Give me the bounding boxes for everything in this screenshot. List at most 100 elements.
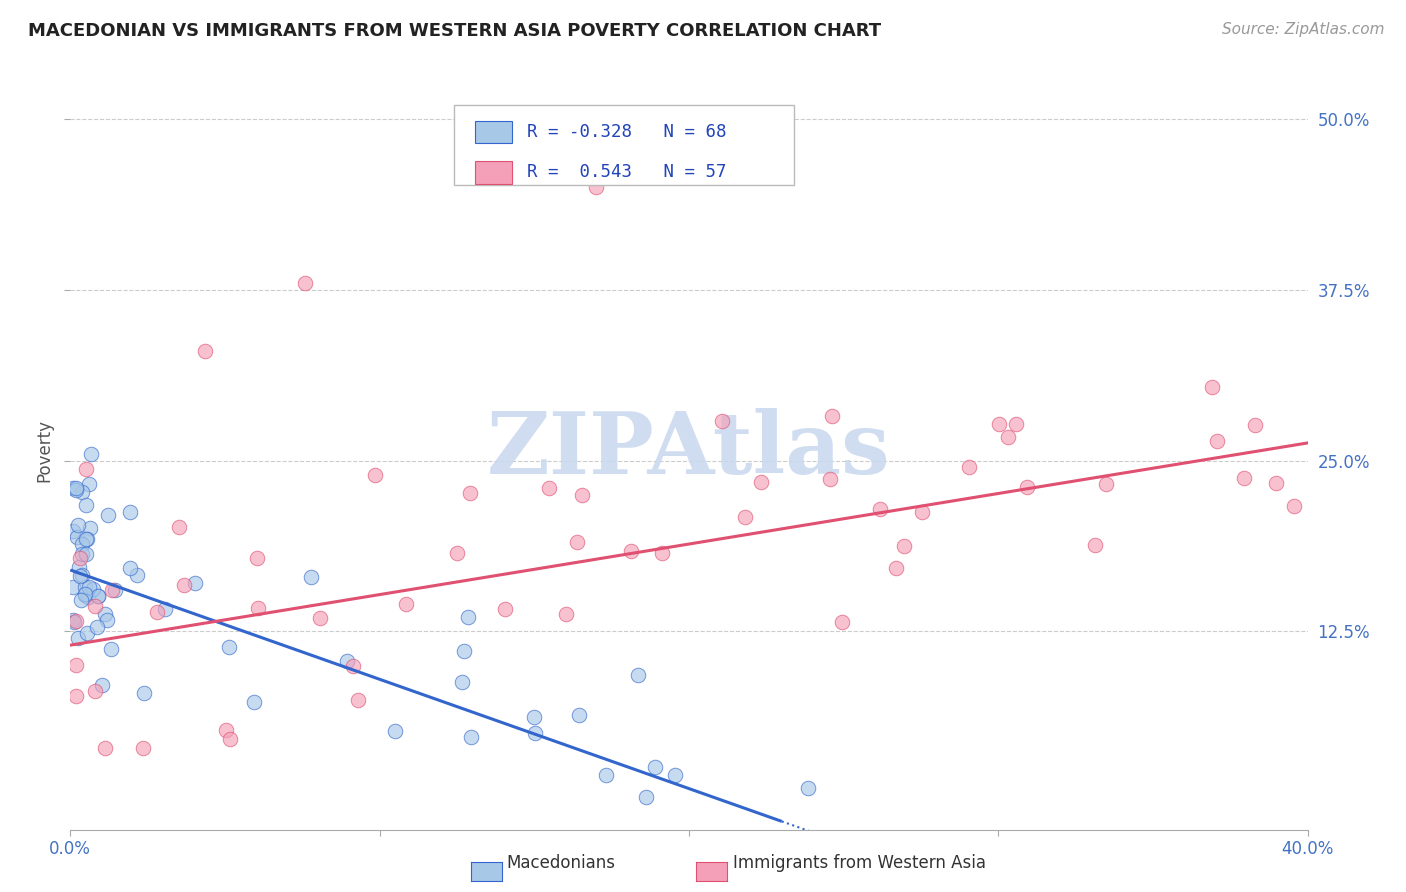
- Point: [636, 789, 658, 804]
- Bar: [475, 161, 512, 184]
- Bar: [475, 120, 512, 144]
- Point: [76, 590, 98, 604]
- Point: [347, 693, 370, 707]
- Point: [218, 732, 240, 747]
- Point: [86, 589, 108, 603]
- Point: [75, 498, 97, 512]
- Point: [70, 567, 93, 582]
- Point: [1005, 417, 1028, 432]
- Point: [75, 587, 97, 601]
- Point: [167, 520, 190, 534]
- Point: [1265, 476, 1288, 491]
- Point: [451, 674, 474, 689]
- Point: [79, 476, 101, 491]
- Point: [620, 543, 643, 558]
- Point: [803, 862, 825, 876]
- Point: [76, 626, 98, 640]
- Point: [184, 576, 207, 591]
- Point: [75, 462, 97, 476]
- Point: [571, 488, 593, 502]
- Point: [309, 611, 332, 625]
- Point: [65, 689, 87, 703]
- Point: [77, 580, 100, 594]
- Point: [1094, 476, 1116, 491]
- Text: Source: ZipAtlas.com: Source: ZipAtlas.com: [1222, 22, 1385, 37]
- Point: [821, 409, 844, 424]
- Point: [395, 597, 418, 611]
- Point: [84, 599, 107, 613]
- Point: [82, 582, 104, 596]
- Point: [565, 535, 588, 549]
- Point: [101, 583, 124, 598]
- Point: [70, 537, 93, 551]
- Point: [997, 430, 1019, 444]
- Point: [1015, 480, 1038, 494]
- Point: [797, 780, 820, 795]
- Point: [79, 521, 101, 535]
- Point: [132, 740, 155, 755]
- Point: [749, 475, 772, 489]
- Point: [363, 467, 385, 482]
- Point: [75, 547, 97, 561]
- Point: [523, 726, 546, 740]
- Point: [869, 501, 891, 516]
- Point: [246, 550, 269, 565]
- Point: [810, 832, 832, 847]
- Point: [62, 524, 84, 538]
- Y-axis label: Poverty: Poverty: [35, 419, 53, 482]
- Point: [62, 580, 84, 594]
- Point: [1083, 538, 1105, 552]
- FancyBboxPatch shape: [454, 105, 794, 186]
- Point: [70, 485, 93, 500]
- Point: [595, 768, 617, 782]
- Point: [886, 561, 908, 575]
- Text: Macedonians: Macedonians: [506, 855, 616, 872]
- Point: [243, 695, 266, 709]
- Point: [134, 686, 156, 700]
- Point: [460, 730, 482, 744]
- Point: [73, 588, 96, 602]
- Point: [299, 570, 322, 584]
- Point: [711, 414, 734, 428]
- Point: [83, 684, 105, 698]
- Point: [218, 640, 240, 655]
- Point: [118, 505, 141, 519]
- Point: [62, 481, 84, 495]
- Point: [957, 459, 980, 474]
- Point: [818, 472, 841, 486]
- Point: [91, 678, 114, 692]
- Point: [100, 641, 122, 656]
- Point: [1233, 471, 1256, 485]
- Point: [87, 590, 110, 604]
- Point: [772, 846, 794, 860]
- Point: [650, 851, 672, 865]
- Point: [734, 510, 756, 524]
- Point: [70, 592, 93, 607]
- Point: [555, 607, 578, 622]
- Point: [457, 609, 479, 624]
- Point: [446, 546, 468, 560]
- Point: [80, 447, 103, 461]
- Point: [585, 180, 607, 194]
- Point: [63, 615, 86, 629]
- Point: [125, 568, 148, 582]
- Point: [145, 605, 167, 619]
- Point: [651, 546, 673, 560]
- Point: [65, 614, 87, 628]
- Point: [664, 768, 686, 782]
- Point: [215, 723, 238, 737]
- Point: [66, 529, 89, 543]
- Point: [987, 417, 1010, 431]
- Text: R =  0.543   N = 57: R = 0.543 N = 57: [527, 163, 727, 181]
- Text: ZIPAtlas: ZIPAtlas: [486, 409, 891, 492]
- Point: [65, 483, 87, 497]
- Point: [627, 668, 650, 682]
- Point: [67, 518, 90, 533]
- Point: [96, 613, 118, 627]
- Point: [568, 707, 591, 722]
- Point: [76, 533, 98, 547]
- Point: [537, 481, 560, 495]
- Point: [294, 276, 316, 290]
- Point: [336, 654, 359, 668]
- Text: R = -0.328   N = 68: R = -0.328 N = 68: [527, 123, 727, 141]
